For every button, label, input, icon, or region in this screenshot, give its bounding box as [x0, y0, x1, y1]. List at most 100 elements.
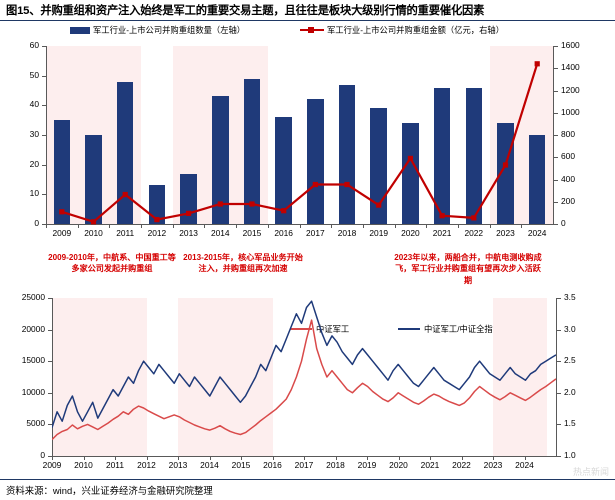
y-tick-left [48, 329, 52, 331]
x-tick-label-2021: 2021 [420, 460, 440, 470]
bar-2023 [497, 123, 514, 224]
y-tick-label-left: 30 [29, 129, 39, 139]
source-note: 资料来源：wind，兴业证券经济与金融研究院整理 [6, 485, 213, 496]
y-tick-left [42, 164, 46, 166]
x-tick [430, 457, 431, 460]
csi-defense-index-chart: 0 5000 10000 15000 20000 25000 1.0 1.5 2.0 2.5 3.0… [0, 288, 615, 476]
x-tick [236, 225, 238, 228]
legend-label-bar: 军工行业-上市公司并购重组数量（左轴） [93, 25, 246, 35]
annotation-2013-2015: 2013-2015年，核心军品业务开始注入，并购重组再次加速 [183, 253, 303, 274]
x-tick [362, 225, 364, 228]
x-tick [489, 225, 491, 228]
x-tick [209, 457, 211, 460]
y-tick-right [554, 201, 558, 203]
x-tick [115, 457, 116, 460]
bar-2010 [85, 135, 102, 224]
x-tick [77, 225, 79, 228]
y-tick-label-right: 1000 [561, 106, 580, 117]
y-tick-label-right: 1.5 [564, 418, 576, 429]
x-tick [457, 225, 459, 228]
x-tick [524, 457, 526, 460]
x-tick [367, 457, 368, 460]
x-tick [331, 225, 333, 228]
y-tick-left [42, 105, 46, 107]
x-tick-label-2012: 2012 [137, 460, 156, 470]
y-tick-label-left: 15000 [21, 355, 45, 366]
bar-2021 [433, 87, 451, 224]
y-tick-label-right: 800 [561, 129, 575, 139]
x-tick [461, 457, 463, 460]
x-tick [178, 457, 179, 460]
x-tick [521, 225, 523, 228]
x-tick-label-2010: 2010 [74, 460, 93, 470]
annotation-2009-2010: 2009-2010年，中航系、中国重工等多家公司发起并购重组 [48, 253, 176, 274]
y-tick-label-right: 400 [561, 173, 575, 184]
title-divider [0, 20, 615, 21]
y-tick-label-left: 20000 [21, 323, 45, 334]
y-tick-left [42, 135, 46, 136]
legend-item-bar-count: 军工行业-上市公司并购重组数量（左轴） [70, 24, 245, 36]
y-tick-label-left: 20 [29, 158, 39, 169]
legend-label-red: 中证军工 [316, 324, 350, 334]
legend-item-csi-defense: 中证军工 [290, 323, 349, 335]
x-tick-label-2023: 2023 [483, 460, 503, 470]
y-axis-right [553, 46, 554, 225]
x-tick-label-2017: 2017 [306, 228, 325, 238]
y-tick-left [42, 194, 46, 196]
line-marker-swatch-icon [300, 26, 324, 35]
y-tick-right [557, 329, 561, 331]
x-tick [299, 225, 301, 228]
x-tick-label-2010: 2010 [84, 228, 103, 238]
y-axis-left [52, 298, 53, 457]
bar-2015 [243, 78, 261, 224]
y-tick-label-right: 1400 [561, 62, 580, 73]
footer-divider [0, 479, 615, 480]
x-tick [426, 225, 428, 228]
x-tick [394, 225, 396, 228]
x-tick-label-2009: 2009 [42, 460, 62, 470]
y-tick-right [554, 90, 558, 92]
y-tick-left [42, 75, 46, 77]
y-tick-label-right: 1.0 [564, 450, 576, 460]
y-tick-right [557, 456, 561, 457]
x-tick-label-2022: 2022 [452, 460, 471, 470]
x-tick-label-2024: 2024 [527, 228, 547, 238]
x-tick [141, 225, 143, 228]
x-tick [172, 225, 174, 228]
y-tick-label-right: 1200 [561, 84, 580, 95]
y-tick-label-left: 60 [29, 40, 39, 50]
x-tick-label-2017: 2017 [294, 460, 314, 470]
y-axis-right [556, 298, 557, 457]
y-tick-right [557, 392, 561, 394]
y-tick-label-right: 600 [561, 151, 575, 162]
x-tick-label-2012: 2012 [147, 228, 167, 238]
x-tick-label-2011: 2011 [116, 228, 135, 238]
navy-line-swatch-icon [398, 328, 420, 330]
bar-2013 [180, 173, 197, 224]
index-line-chart-lines [52, 300, 556, 441]
legend-item-ratio: 中证军工/中证全指(右轴) [398, 323, 515, 335]
x-tick [335, 457, 337, 460]
x-tick [83, 457, 85, 460]
bar-swatch-icon [70, 26, 90, 34]
x-tick-label-2018: 2018 [337, 228, 357, 238]
x-tick-label-2016: 2016 [274, 228, 293, 238]
bar-2022 [465, 87, 482, 224]
figure-title: 图15、并购重组和资产注入始终是军工的重要交易主题，且往往是板块大级别行情的重要… [6, 5, 485, 17]
y-tick-label-left: 0 [34, 218, 39, 228]
x-tick [493, 457, 494, 460]
y-tick-right [557, 424, 561, 426]
x-tick-label-2018: 2018 [326, 460, 345, 470]
y-tick-label-left: 10000 [21, 386, 45, 397]
x-tick [109, 225, 111, 228]
y-axis-left [46, 46, 47, 225]
bar-2009 [53, 120, 71, 224]
y-tick-right [557, 298, 561, 299]
top-chart-legend: 军工行业-上市公司并购重组数量（左轴） 军工行业-上市公司并购重组金额（亿元，右… [0, 24, 615, 38]
y-tick-label-right: 3.5 [564, 292, 576, 302]
x-tick-label-2011: 2011 [105, 460, 124, 470]
x-tick-label-2019: 2019 [369, 228, 389, 238]
x-tick [204, 225, 206, 228]
y-tick-label-right: 1600 [561, 40, 580, 50]
y-tick-right [554, 68, 558, 70]
